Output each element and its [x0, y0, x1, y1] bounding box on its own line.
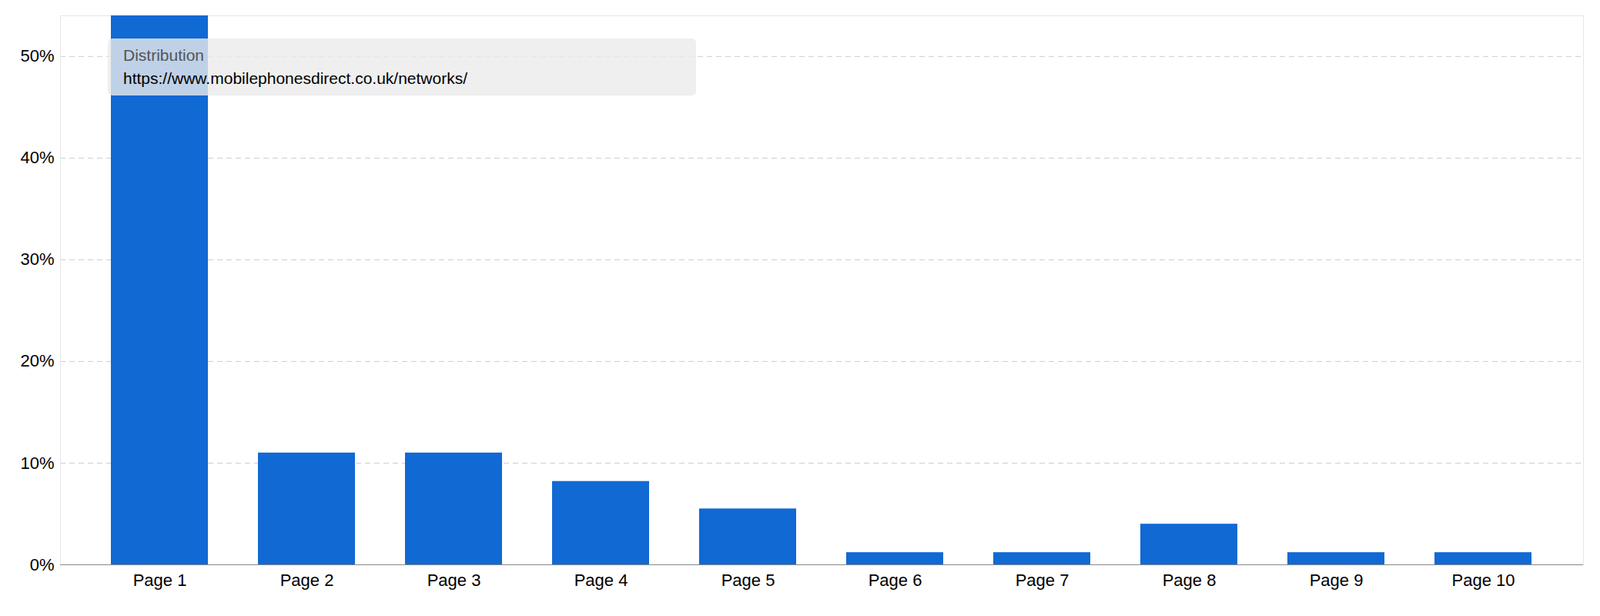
svg-text:0%: 0%: [30, 555, 55, 575]
svg-text:Page 2: Page 2: [280, 570, 335, 590]
html-text:Distribution: Distribution: [123, 46, 205, 64]
svg-text:40%: 40%: [20, 147, 54, 168]
svg-text:Page 6: Page 6: [868, 570, 923, 590]
svg-text:Page 4: Page 4: [574, 570, 629, 590]
svg-text:30%: 30%: [20, 249, 54, 269]
svg-text:20%: 20%: [20, 351, 54, 371]
svg-text:10%: 10%: [20, 453, 54, 473]
svg-text:Page 7: Page 7: [1015, 570, 1070, 590]
svg-text:Page 3: Page 3: [427, 570, 482, 590]
html-text:https://www.mobilephonesdirect: https://www.mobilephonesdirect.co.uk/net…: [123, 69, 468, 88]
svg-text:50%: 50%: [20, 46, 54, 66]
svg-text:Page 1: Page 1: [133, 570, 188, 590]
svg-text:Page 9: Page 9: [1309, 570, 1364, 590]
svg-text:Page 10: Page 10: [1452, 570, 1516, 590]
svg-text:Page 8: Page 8: [1162, 570, 1217, 590]
svg-text:Page 5: Page 5: [721, 570, 776, 590]
